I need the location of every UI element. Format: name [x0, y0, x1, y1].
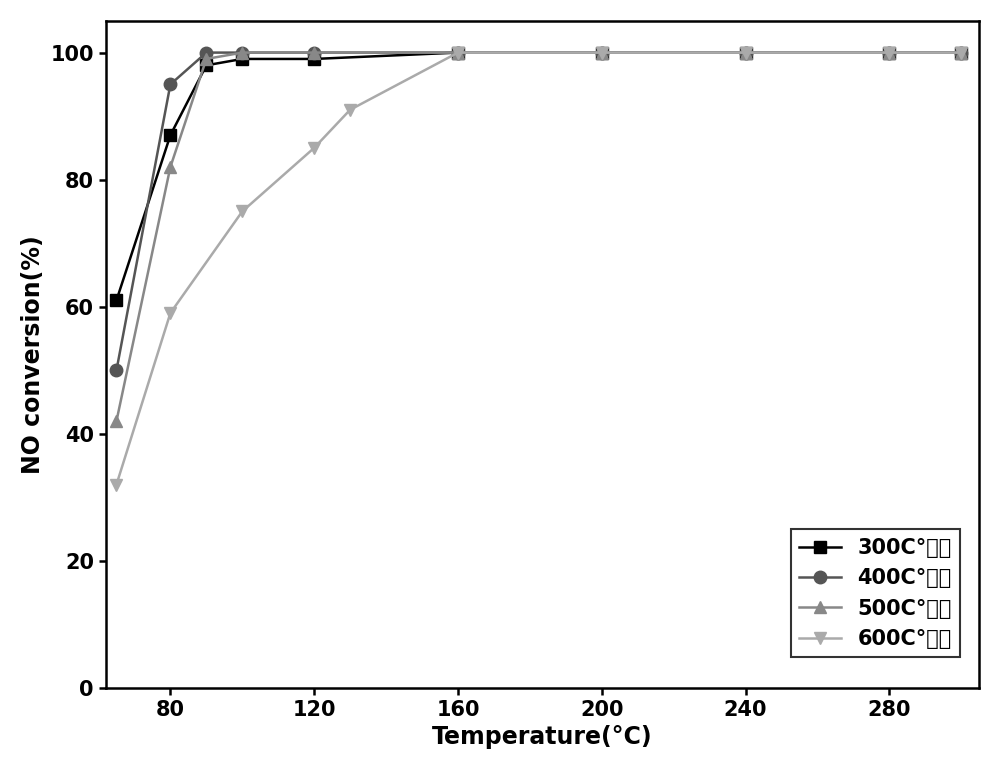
400C°焚烧 — [308, 48, 320, 57]
300C°焚烧 — [955, 48, 967, 57]
300C°焚烧 — [740, 48, 752, 57]
400C°焚烧 — [883, 48, 895, 57]
Line: 600C°焚烧: 600C°焚烧 — [110, 46, 967, 490]
400C°焚烧 — [236, 48, 248, 57]
600C°焚烧 — [344, 105, 356, 115]
500C°焚烧 — [452, 48, 464, 57]
400C°焚烧 — [452, 48, 464, 57]
500C°焚烧 — [308, 48, 320, 57]
300C°焚烧 — [883, 48, 895, 57]
Legend: 300C°焚烧, 400C°焚烧, 500C°焚烧, 600C°焚烧: 300C°焚烧, 400C°焚烧, 500C°焚烧, 600C°焚烧 — [791, 530, 960, 658]
300C°焚烧 — [200, 61, 212, 70]
Y-axis label: NO conversion(%): NO conversion(%) — [21, 235, 45, 474]
500C°焚烧 — [883, 48, 895, 57]
500C°焚烧 — [110, 417, 122, 426]
500C°焚烧 — [955, 48, 967, 57]
600C°焚烧 — [452, 48, 464, 57]
400C°焚烧 — [955, 48, 967, 57]
300C°焚烧 — [308, 55, 320, 64]
600C°焚烧 — [308, 143, 320, 152]
600C°焚烧 — [110, 480, 122, 489]
500C°焚烧 — [164, 162, 176, 172]
Line: 400C°焚烧: 400C°焚烧 — [110, 46, 967, 377]
500C°焚烧 — [596, 48, 608, 57]
600C°焚烧 — [955, 48, 967, 57]
400C°焚烧 — [740, 48, 752, 57]
300C°焚烧 — [596, 48, 608, 57]
600C°焚烧 — [596, 48, 608, 57]
600C°焚烧 — [164, 309, 176, 318]
500C°焚烧 — [740, 48, 752, 57]
600C°焚烧 — [740, 48, 752, 57]
300C°焚烧 — [236, 55, 248, 64]
600C°焚烧 — [883, 48, 895, 57]
400C°焚烧 — [200, 48, 212, 57]
Line: 300C°焚烧: 300C°焚烧 — [110, 46, 967, 306]
X-axis label: Temperature(°C): Temperature(°C) — [432, 725, 653, 749]
Line: 500C°焚烧: 500C°焚烧 — [110, 46, 967, 427]
300C°焚烧 — [164, 131, 176, 140]
300C°焚烧 — [110, 296, 122, 305]
600C°焚烧 — [236, 207, 248, 216]
400C°焚烧 — [110, 366, 122, 375]
500C°焚烧 — [200, 55, 212, 64]
400C°焚烧 — [596, 48, 608, 57]
500C°焚烧 — [236, 48, 248, 57]
400C°焚烧 — [164, 80, 176, 89]
300C°焚烧 — [452, 48, 464, 57]
